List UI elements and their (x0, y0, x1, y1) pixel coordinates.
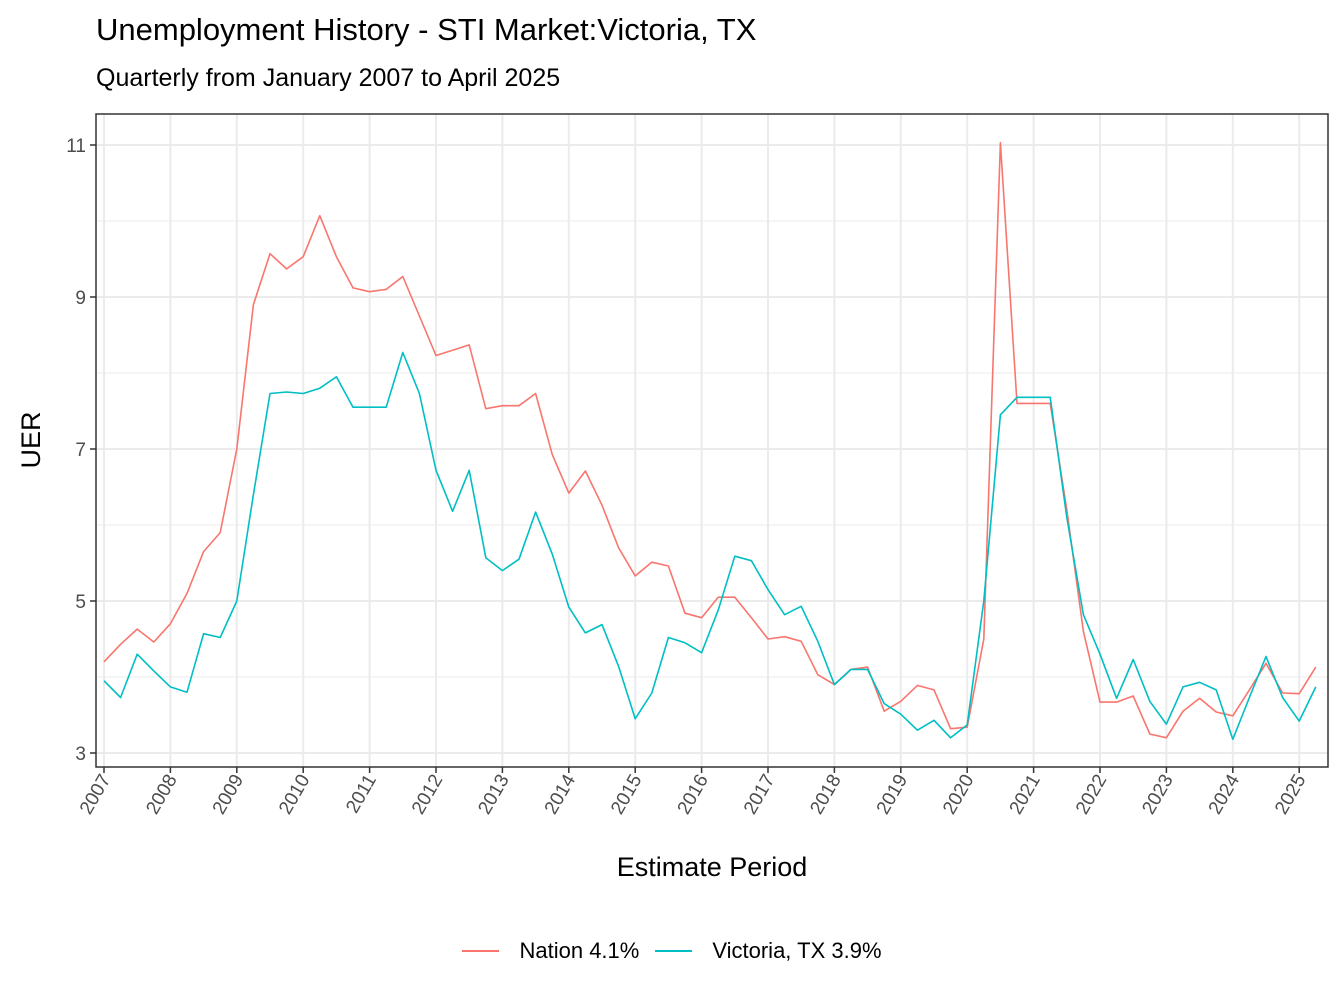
x-tick-label: 2017 (740, 771, 779, 818)
x-tick-label: 2009 (209, 771, 248, 818)
x-tick-label: 2011 (342, 771, 381, 817)
x-tick-label: 2007 (76, 771, 115, 818)
x-axis-label: Estimate Period (617, 852, 808, 882)
x-tick-label: 2024 (1205, 771, 1245, 818)
y-axis-label: UER (16, 411, 46, 468)
chart-title: Unemployment History - STI Market:Victor… (96, 12, 757, 47)
series-lines (103, 141, 1317, 741)
x-tick-label: 2020 (939, 771, 978, 818)
chart-subtitle: Quarterly from January 2007 to April 202… (96, 64, 561, 92)
y-tick-label: 3 (75, 744, 86, 765)
x-tick-label: 2016 (674, 771, 713, 818)
victoria-line-key-icon (655, 950, 693, 952)
x-axis: 2007 2008 2009 2010 2011 2012 2013 2014 2015 2016… (76, 767, 1311, 818)
major-gridlines (96, 114, 1328, 767)
legend: Nation 4.1% Victoria, TX 3.9% (0, 938, 1344, 964)
x-tick-label: 2012 (408, 771, 447, 818)
nation-line-key-icon (462, 950, 500, 952)
x-tick-label: 2018 (806, 771, 845, 818)
x-tick-label: 2015 (607, 771, 646, 818)
x-tick-label: 2025 (1271, 771, 1310, 818)
x-tick-label: 2008 (142, 771, 181, 818)
y-tick-label: 5 (75, 592, 86, 613)
x-tick-label: 2021 (1006, 771, 1045, 818)
x-tick-label: 2019 (873, 771, 912, 818)
legend-item-victoria: Victoria, TX 3.9% (655, 938, 882, 964)
x-tick-label: 2022 (1072, 771, 1111, 818)
plot-panel-border (95, 113, 1329, 768)
legend-item-nation: Nation 4.1% (462, 938, 639, 964)
y-tick-label: 11 (66, 136, 86, 157)
x-tick-label: 2023 (1138, 771, 1177, 818)
victoria-series-line (103, 351, 1317, 741)
legend-label: Victoria, TX 3.9% (712, 938, 882, 963)
y-axis: 3 5 7 9 11 (66, 136, 96, 765)
x-tick-label: 2013 (474, 771, 513, 818)
y-tick-label: 7 (75, 440, 86, 461)
y-tick-label: 9 (75, 288, 86, 309)
x-tick-label: 2010 (275, 771, 314, 818)
nation-series-line (103, 141, 1317, 739)
minor-gridlines (96, 220, 1328, 678)
x-tick-label: 2014 (541, 771, 581, 818)
legend-label: Nation 4.1% (519, 938, 640, 963)
